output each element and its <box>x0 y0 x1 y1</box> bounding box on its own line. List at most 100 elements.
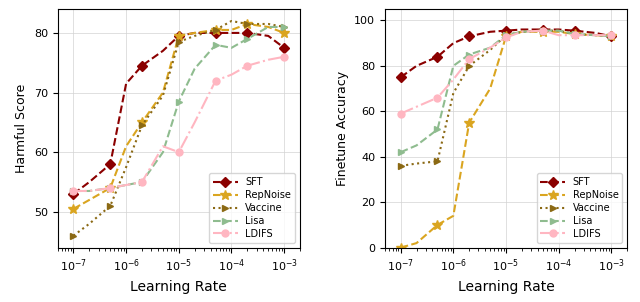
SFT <box>539 28 547 31</box>
SFT <box>591 31 599 35</box>
LDIFS <box>138 180 146 184</box>
X-axis label: Learning Rate: Learning Rate <box>458 280 554 294</box>
RepNoise <box>591 34 599 37</box>
SFT <box>571 29 579 32</box>
RepNoise <box>502 34 510 38</box>
Vaccine <box>518 30 525 34</box>
Lisa <box>122 183 130 187</box>
SFT <box>555 28 563 31</box>
LDIFS <box>502 36 510 39</box>
Lisa <box>397 150 404 154</box>
Line: LDIFS: LDIFS <box>70 53 287 194</box>
Vaccine <box>228 19 236 23</box>
LDIFS <box>555 34 563 37</box>
Vaccine <box>175 40 182 44</box>
RepNoise <box>175 34 182 38</box>
SFT <box>228 31 236 35</box>
Vaccine <box>413 162 420 165</box>
Lisa <box>449 64 457 68</box>
Lisa <box>465 53 473 56</box>
LDIFS <box>191 120 198 124</box>
Vaccine <box>159 94 167 97</box>
RepNoise <box>228 28 236 32</box>
SFT <box>191 31 198 35</box>
LDIFS <box>175 150 182 154</box>
LDIFS <box>486 46 494 50</box>
RepNoise <box>106 186 114 190</box>
Lisa <box>175 100 182 103</box>
RepNoise <box>138 120 146 124</box>
SFT <box>122 82 130 85</box>
Lisa <box>159 150 167 154</box>
Vaccine <box>243 22 251 26</box>
Lisa <box>486 46 494 50</box>
Lisa <box>280 25 288 29</box>
Line: SFT: SFT <box>397 26 615 81</box>
Line: SFT: SFT <box>70 30 287 198</box>
Vaccine <box>607 34 615 38</box>
Lisa <box>607 34 615 38</box>
SFT <box>212 31 220 35</box>
RepNoise <box>413 241 420 245</box>
SFT <box>502 29 510 32</box>
RepNoise <box>539 30 547 34</box>
Line: Vaccine: Vaccine <box>70 18 287 239</box>
LDIFS <box>106 186 114 190</box>
Legend: SFT, RepNoise, Vaccine, Lisa, LDIFS: SFT, RepNoise, Vaccine, Lisa, LDIFS <box>536 173 622 243</box>
LDIFS <box>70 189 77 193</box>
Vaccine <box>212 28 220 32</box>
Vaccine <box>70 234 77 237</box>
LDIFS <box>571 34 579 37</box>
Y-axis label: Finetune Accuracy: Finetune Accuracy <box>335 71 349 186</box>
LDIFS <box>243 64 251 68</box>
Line: Vaccine: Vaccine <box>397 27 615 169</box>
Lisa <box>212 43 220 47</box>
Vaccine <box>122 165 130 169</box>
Vaccine <box>591 34 599 37</box>
RepNoise <box>122 144 130 148</box>
RepNoise <box>243 22 251 26</box>
SFT <box>138 64 146 68</box>
Lisa <box>591 34 599 37</box>
LDIFS <box>264 58 272 62</box>
RepNoise <box>264 25 272 29</box>
Lisa <box>243 37 251 41</box>
Vaccine <box>106 204 114 208</box>
SFT <box>175 34 182 38</box>
Vaccine <box>434 159 442 163</box>
Lisa <box>86 189 93 193</box>
Lisa <box>138 180 146 184</box>
Lisa <box>518 30 525 34</box>
LDIFS <box>280 55 288 59</box>
SFT <box>243 31 251 35</box>
Lisa <box>434 128 442 131</box>
Line: Lisa: Lisa <box>397 27 615 156</box>
Lisa <box>571 32 579 36</box>
LDIFS <box>122 183 130 187</box>
LDIFS <box>607 34 615 37</box>
SFT <box>86 180 93 184</box>
SFT <box>159 49 167 53</box>
Lisa <box>555 29 563 32</box>
LDIFS <box>397 112 404 115</box>
RepNoise <box>280 31 288 35</box>
RepNoise <box>607 34 615 38</box>
Vaccine <box>264 22 272 26</box>
Vaccine <box>555 29 563 32</box>
SFT <box>413 64 420 68</box>
Line: Lisa: Lisa <box>70 24 287 194</box>
Lisa <box>70 189 77 193</box>
SFT <box>449 41 457 45</box>
Lisa <box>106 186 114 190</box>
LDIFS <box>539 29 547 32</box>
Lisa <box>264 25 272 29</box>
RepNoise <box>397 246 404 249</box>
RepNoise <box>159 91 167 94</box>
RepNoise <box>191 31 198 35</box>
RepNoise <box>465 121 473 124</box>
SFT <box>518 28 525 31</box>
Line: LDIFS: LDIFS <box>397 27 615 117</box>
RepNoise <box>571 32 579 36</box>
LDIFS <box>413 105 420 109</box>
LDIFS <box>86 189 93 193</box>
